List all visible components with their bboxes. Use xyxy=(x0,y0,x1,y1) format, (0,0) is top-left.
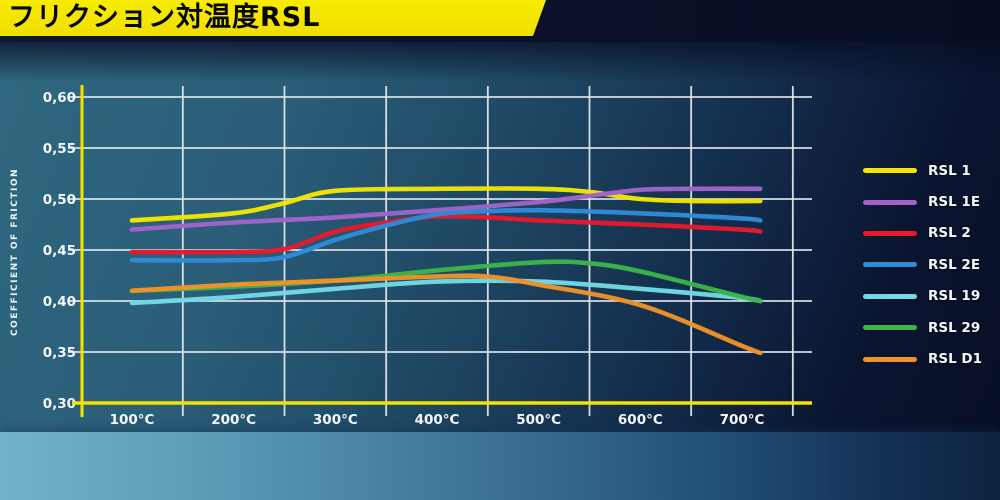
y-axis-title: COEFFICIENT OF FRICTION xyxy=(10,168,20,336)
legend-swatch xyxy=(863,262,917,268)
series-line-rsl-1 xyxy=(129,186,763,223)
y-tick-label: 0,30 xyxy=(43,396,76,412)
series-line-rsl-1e xyxy=(129,186,763,232)
legend-swatch xyxy=(863,356,917,362)
y-tick-label: 0,55 xyxy=(43,141,76,157)
legend-item-rsl-d1: RSL D1 xyxy=(863,343,982,374)
y-tick-label: 0,60 xyxy=(43,90,76,106)
series-line-rsl-2e xyxy=(129,207,763,263)
x-tick-label: 700°C xyxy=(720,412,765,428)
x-tick-label: 500°C xyxy=(516,412,561,428)
legend-item-rsl-2: RSL 2 xyxy=(863,218,982,249)
legend-item-rsl-19: RSL 19 xyxy=(863,281,982,312)
legend: RSL 1 RSL 1E RSL 2 RSL 2E RSL 19 RSL 29 RSL D1 xyxy=(863,155,982,375)
y-tick-label: 0,50 xyxy=(43,192,76,208)
legend-item-rsl-29: RSL 29 xyxy=(863,312,982,343)
y-tick-label: 0,40 xyxy=(43,294,76,310)
y-tick-label: 0,45 xyxy=(43,243,76,259)
page-title: フリクション対温度RSL xyxy=(8,2,321,33)
x-tick-label: 300°C xyxy=(313,412,358,428)
series-line-rsl-d1 xyxy=(129,273,763,356)
x-tick-label: 600°C xyxy=(618,412,663,428)
legend-label: RSL 1 xyxy=(928,162,971,179)
legend-swatch xyxy=(863,293,917,299)
y-tick-label: 0,35 xyxy=(43,345,76,361)
legend-label: RSL 29 xyxy=(928,319,981,336)
x-tick-label: 200°C xyxy=(211,412,256,428)
legend-label: RSL 19 xyxy=(928,288,981,305)
x-tick-label: 100°C xyxy=(110,412,155,428)
legend-swatch xyxy=(863,230,917,236)
legend-swatch xyxy=(863,199,917,205)
legend-item-rsl-2e: RSL 2E xyxy=(863,249,982,280)
legend-label: RSL 2 xyxy=(928,225,971,242)
bottom-gradient-strip xyxy=(0,432,1000,500)
x-tick-label: 400°C xyxy=(415,412,460,428)
title-bar: フリクション対温度RSL xyxy=(0,0,546,36)
legend-item-rsl-1: RSL 1 xyxy=(863,155,982,186)
legend-item-rsl-1e: RSL 1E xyxy=(863,186,982,217)
legend-label: RSL 1E xyxy=(928,194,981,211)
legend-swatch xyxy=(863,325,917,331)
legend-swatch xyxy=(863,168,917,174)
legend-label: RSL D1 xyxy=(928,351,983,368)
legend-label: RSL 2E xyxy=(928,256,981,273)
under-title-shade xyxy=(0,42,1000,82)
series-line-rsl-19 xyxy=(129,278,763,306)
